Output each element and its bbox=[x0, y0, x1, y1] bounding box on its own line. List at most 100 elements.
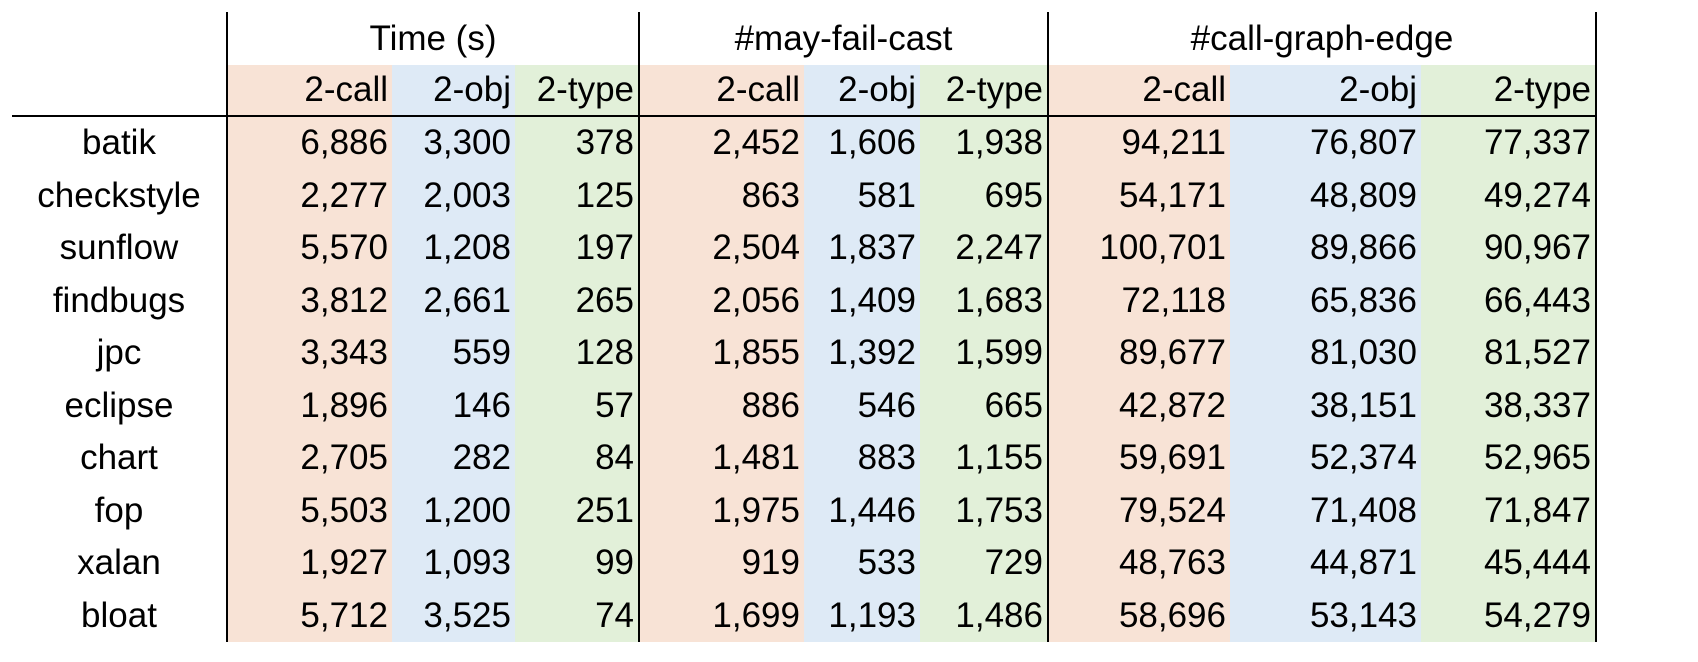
cell-edge-2type: 49,274 bbox=[1421, 169, 1597, 222]
cell-cast-2call: 2,504 bbox=[638, 221, 804, 274]
benchmark-name: checkstyle bbox=[37, 175, 201, 215]
benchmark-name: eclipse bbox=[64, 385, 174, 425]
corner-cell bbox=[12, 12, 227, 65]
table-row: checkstyle 2,277 2,003 125 863 581 695 54,171 48… bbox=[12, 169, 1597, 222]
cell-edge-2obj: 89,866 bbox=[1230, 221, 1421, 274]
benchmark-name: chart bbox=[80, 438, 158, 478]
table-row: bloat 5,712 3,525 74 1,699 1,193 1,486 58,696 53… bbox=[12, 589, 1597, 642]
cell-cast-2call: 886 bbox=[638, 379, 804, 432]
cell-cast-2obj: 1,606 bbox=[804, 115, 920, 169]
table-row: chart 2,705 282 84 1,481 883 1,155 59,691 52,374… bbox=[12, 431, 1597, 484]
cell-cast-2call: 1,855 bbox=[638, 326, 804, 379]
cell-edge-2call: 59,691 bbox=[1047, 431, 1230, 484]
cell-cast-2type: 1,938 bbox=[920, 115, 1048, 169]
table-row: jpc 3,343 559 128 1,855 1,392 1,599 89,677 81,03… bbox=[12, 326, 1597, 379]
benchmark-name: xalan bbox=[77, 543, 161, 583]
subcolumn-header-row: 2-call 2-obj 2-type 2-call 2-obj 2-type … bbox=[12, 64, 1597, 117]
cell-cast-2call: 2,056 bbox=[638, 274, 804, 327]
cell-time-2obj: 3,300 bbox=[392, 115, 515, 169]
corner-cell bbox=[12, 64, 227, 117]
cell-time-2type: 99 bbox=[515, 536, 639, 589]
cell-time-2obj: 1,208 bbox=[392, 221, 515, 274]
cell-cast-2obj: 1,392 bbox=[804, 326, 920, 379]
table-row: batik 6,886 3,300 378 2,452 1,606 1,938 94,211 7… bbox=[12, 115, 1597, 169]
cell-edge-2call: 79,524 bbox=[1047, 484, 1230, 537]
cell-time-2type: 128 bbox=[515, 326, 639, 379]
benchmark-name: fop bbox=[94, 490, 144, 530]
cell-edge-2call: 58,696 bbox=[1047, 589, 1230, 642]
cell-time-2call: 2,277 bbox=[226, 169, 392, 222]
cell-edge-2type: 90,967 bbox=[1421, 221, 1597, 274]
cell-cast-2type: 2,247 bbox=[920, 221, 1048, 274]
group-header-cast: #may-fail-cast bbox=[638, 12, 1048, 65]
cell-time-2obj: 282 bbox=[392, 431, 515, 484]
cell-time-2call: 5,503 bbox=[226, 484, 392, 537]
cell-edge-2obj: 71,408 bbox=[1230, 484, 1421, 537]
group-header-time: Time (s) bbox=[226, 12, 639, 65]
cell-edge-2type: 54,279 bbox=[1421, 589, 1597, 642]
subheader-edge-2type: 2-type bbox=[1421, 64, 1597, 117]
cell-cast-2obj: 1,409 bbox=[804, 274, 920, 327]
table-row: eclipse 1,896 146 57 886 546 665 42,872 38,151 38… bbox=[12, 379, 1597, 432]
table-row: sunflow 5,570 1,208 197 2,504 1,837 2,247 100,7… bbox=[12, 221, 1597, 274]
cell-cast-2call: 1,975 bbox=[638, 484, 804, 537]
cell-time-2type: 251 bbox=[515, 484, 639, 537]
subheader-cast-2obj: 2-obj bbox=[804, 64, 920, 117]
cell-cast-2obj: 1,837 bbox=[804, 221, 920, 274]
cell-cast-2type: 1,683 bbox=[920, 274, 1048, 327]
cell-time-2call: 3,812 bbox=[226, 274, 392, 327]
cell-time-2type: 197 bbox=[515, 221, 639, 274]
cell-cast-2type: 1,599 bbox=[920, 326, 1048, 379]
cell-time-2call: 3,343 bbox=[226, 326, 392, 379]
cell-cast-2type: 665 bbox=[920, 379, 1048, 432]
table-row: findbugs 3,812 2,661 265 2,056 1,409 1,683 72,1… bbox=[12, 274, 1597, 327]
cell-cast-2type: 1,753 bbox=[920, 484, 1048, 537]
cell-edge-2obj: 81,030 bbox=[1230, 326, 1421, 379]
cell-time-2type: 74 bbox=[515, 589, 639, 642]
cell-edge-2type: 52,965 bbox=[1421, 431, 1597, 484]
cell-cast-2obj: 1,446 bbox=[804, 484, 920, 537]
cell-cast-2type: 695 bbox=[920, 169, 1048, 222]
subheader-time-2type: 2-type bbox=[515, 64, 639, 117]
subheader-cast-2type: 2-type bbox=[920, 64, 1048, 117]
group-header-row: Time (s) #may-fail-cast #call-graph-edge bbox=[12, 12, 1597, 65]
cell-edge-2call: 72,118 bbox=[1047, 274, 1230, 327]
cell-time-2obj: 1,200 bbox=[392, 484, 515, 537]
cell-time-2type: 84 bbox=[515, 431, 639, 484]
cell-edge-2type: 77,337 bbox=[1421, 115, 1597, 169]
cell-time-2type: 57 bbox=[515, 379, 639, 432]
table-row: fop 5,503 1,200 251 1,975 1,446 1,753 79,524 71,… bbox=[12, 484, 1597, 537]
cell-time-2obj: 3,525 bbox=[392, 589, 515, 642]
cell-cast-2obj: 581 bbox=[804, 169, 920, 222]
cell-cast-2obj: 883 bbox=[804, 431, 920, 484]
benchmark-name: jpc bbox=[96, 333, 142, 373]
cell-time-2call: 2,705 bbox=[226, 431, 392, 484]
cell-time-2obj: 1,093 bbox=[392, 536, 515, 589]
cell-edge-2call: 100,701 bbox=[1047, 221, 1230, 274]
cell-edge-2obj: 44,871 bbox=[1230, 536, 1421, 589]
group-header-edge: #call-graph-edge bbox=[1047, 12, 1597, 65]
cell-time-2call: 1,927 bbox=[226, 536, 392, 589]
cell-cast-2call: 863 bbox=[638, 169, 804, 222]
cell-cast-2call: 919 bbox=[638, 536, 804, 589]
cell-cast-2call: 1,699 bbox=[638, 589, 804, 642]
cell-cast-2type: 1,486 bbox=[920, 589, 1048, 642]
cell-time-2type: 265 bbox=[515, 274, 639, 327]
cell-time-2call: 1,896 bbox=[226, 379, 392, 432]
cell-edge-2obj: 65,836 bbox=[1230, 274, 1421, 327]
cell-cast-2obj: 1,193 bbox=[804, 589, 920, 642]
cell-time-2type: 125 bbox=[515, 169, 639, 222]
table-body: batik 6,886 3,300 378 2,452 1,606 1,938 94,211 7… bbox=[12, 115, 1597, 642]
cell-time-2call: 6,886 bbox=[226, 115, 392, 169]
benchmark-name: batik bbox=[82, 123, 156, 163]
cell-time-2call: 5,570 bbox=[226, 221, 392, 274]
cell-cast-2type: 1,155 bbox=[920, 431, 1048, 484]
cell-cast-2call: 1,481 bbox=[638, 431, 804, 484]
cell-edge-2call: 94,211 bbox=[1047, 115, 1230, 169]
subheader-time-2call: 2-call bbox=[226, 64, 392, 117]
cell-edge-2obj: 48,809 bbox=[1230, 169, 1421, 222]
cell-cast-2obj: 546 bbox=[804, 379, 920, 432]
cell-edge-2obj: 38,151 bbox=[1230, 379, 1421, 432]
cell-time-2type: 378 bbox=[515, 115, 639, 169]
cell-time-2obj: 146 bbox=[392, 379, 515, 432]
